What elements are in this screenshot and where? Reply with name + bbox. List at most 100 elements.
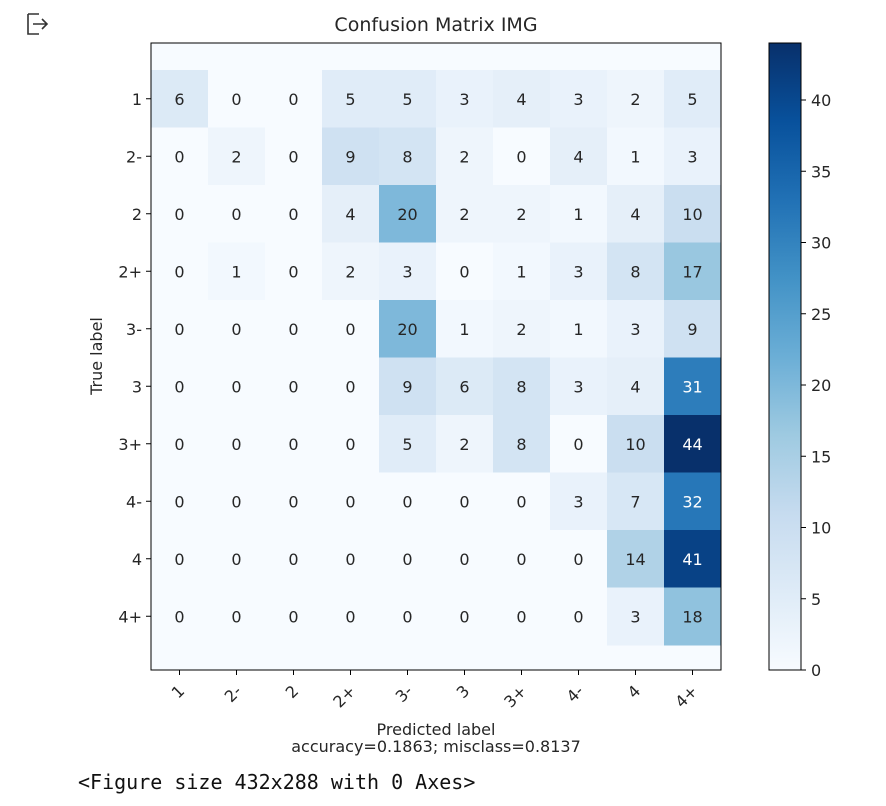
chart-title: Confusion Matrix IMG bbox=[334, 14, 537, 36]
colorbar bbox=[768, 42, 802, 671]
matrix-cell bbox=[493, 242, 551, 301]
matrix-cell bbox=[265, 415, 323, 473]
matrix-cell bbox=[208, 242, 266, 301]
cell-value-label: 0 bbox=[231, 90, 241, 109]
matrix-cell bbox=[664, 357, 722, 416]
cell-value-label: 20 bbox=[397, 205, 417, 224]
cell-value-label: 0 bbox=[402, 607, 412, 626]
matrix-cell bbox=[550, 127, 608, 186]
colorbar-tick-label: 30 bbox=[811, 234, 831, 253]
cell-value-label: 2 bbox=[459, 147, 469, 166]
cell-value-label: 0 bbox=[174, 320, 184, 339]
y-axis-ticks: 1 2- 2 2+ 3- 3 3+ 4- 4 4+ bbox=[118, 90, 151, 626]
matrix-cell bbox=[322, 242, 380, 301]
cell-value-label: 3 bbox=[573, 492, 583, 511]
matrix-cell bbox=[208, 357, 266, 416]
cell-value-label: 14 bbox=[625, 550, 645, 569]
matrix-cell bbox=[436, 587, 494, 646]
matrix-cell bbox=[151, 357, 209, 416]
matrix-cell bbox=[664, 242, 722, 301]
cell-value-label: 0 bbox=[231, 550, 241, 569]
cell-value-label: 1 bbox=[516, 262, 526, 281]
cell-value-label: 0 bbox=[288, 205, 298, 224]
cell-value-label: 0 bbox=[174, 492, 184, 511]
matrix-cell bbox=[208, 530, 266, 588]
matrix-cell bbox=[436, 415, 494, 473]
cell-value-label: 1 bbox=[231, 262, 241, 281]
matrix-cell bbox=[550, 242, 608, 301]
cell-value-label: 0 bbox=[231, 320, 241, 339]
cell-value-label: 4 bbox=[516, 90, 526, 109]
cell-value-label: 3 bbox=[573, 262, 583, 281]
cell-value-label: 0 bbox=[573, 607, 583, 626]
matrix-cell bbox=[664, 530, 722, 588]
cell-value-label: 10 bbox=[682, 205, 702, 224]
cell-value-label: 0 bbox=[174, 147, 184, 166]
matrix-cell bbox=[607, 70, 665, 128]
plot-area-border bbox=[150, 42, 722, 671]
matrix-cell bbox=[379, 587, 437, 646]
matrix-cell bbox=[208, 70, 266, 128]
matrix-cell bbox=[151, 185, 209, 243]
cell-value-label: 1 bbox=[630, 147, 640, 166]
cell-value-label: 0 bbox=[288, 147, 298, 166]
matrix-cell bbox=[379, 185, 437, 243]
x-tick-label: 3+ bbox=[500, 681, 530, 711]
matrix-cell bbox=[379, 70, 437, 128]
cell-value-label: 5 bbox=[402, 90, 412, 109]
colorbar-tick-label: 35 bbox=[811, 162, 831, 181]
matrix-cell bbox=[151, 300, 209, 358]
matrix-cell bbox=[550, 185, 608, 243]
cell-value-label: 8 bbox=[516, 377, 526, 396]
matrix-cell bbox=[265, 300, 323, 358]
cell-value-label: 0 bbox=[516, 492, 526, 511]
colorbar-ticks: 0 5 10 15 20 25 30 35 40 bbox=[801, 91, 831, 680]
cell-value-label: 0 bbox=[516, 550, 526, 569]
colorbar-tick-label: 40 bbox=[811, 91, 831, 110]
matrix-cell bbox=[322, 70, 380, 128]
matrix-cell bbox=[379, 415, 437, 473]
colorbar-tick-label: 0 bbox=[811, 661, 821, 680]
cell-value-label: 0 bbox=[288, 607, 298, 626]
matrix-cell bbox=[664, 70, 722, 128]
matrix-cell bbox=[436, 70, 494, 128]
cell-value-label: 2 bbox=[459, 205, 469, 224]
cell-value-label: 0 bbox=[402, 492, 412, 511]
matrix-cell bbox=[493, 530, 551, 588]
x-tick-label: 3 bbox=[453, 681, 474, 702]
matrix-cell bbox=[379, 357, 437, 416]
cell-value-label: 6 bbox=[459, 377, 469, 396]
matrix-cell bbox=[436, 530, 494, 588]
y-tick-label: 1 bbox=[132, 90, 142, 109]
cell-value-label: 1 bbox=[573, 320, 583, 339]
cell-value-label: 9 bbox=[687, 320, 697, 339]
cell-value-label: 0 bbox=[231, 205, 241, 224]
matrix-cell bbox=[265, 70, 323, 128]
matrix-cell bbox=[493, 70, 551, 128]
cell-value-label: 7 bbox=[630, 492, 640, 511]
matrix-cell bbox=[379, 472, 437, 531]
cell-value-label: 0 bbox=[288, 377, 298, 396]
x-tick-label: 2- bbox=[221, 681, 246, 706]
matrix-cell bbox=[379, 242, 437, 301]
colorbar-tick-label: 10 bbox=[811, 519, 831, 538]
cell-value-label: 18 bbox=[682, 607, 702, 626]
colorbar-tick-label: 15 bbox=[811, 447, 831, 466]
matrix-cell bbox=[550, 472, 608, 531]
x-axis-label: Predicted label bbox=[377, 720, 496, 739]
output-arrow-icon[interactable] bbox=[22, 10, 50, 38]
cell-value-label: 8 bbox=[516, 435, 526, 454]
x-tick-label: 2+ bbox=[329, 681, 359, 711]
matrix-cell bbox=[607, 587, 665, 646]
y-tick-label: 4+ bbox=[118, 607, 142, 626]
cell-value-label: 0 bbox=[459, 607, 469, 626]
matrix-cell bbox=[664, 185, 722, 243]
matrix-cell bbox=[322, 127, 380, 186]
cell-value-label: 10 bbox=[625, 435, 645, 454]
cell-value-label: 0 bbox=[516, 147, 526, 166]
cell-value-label: 0 bbox=[345, 377, 355, 396]
x-axis-ticks: 1 2- 2 2+ 3- 3 3+ 4- 4 4+ bbox=[168, 670, 701, 712]
cell-value-label: 1 bbox=[459, 320, 469, 339]
matrix-cell bbox=[607, 127, 665, 186]
matrix-cell bbox=[664, 587, 722, 646]
